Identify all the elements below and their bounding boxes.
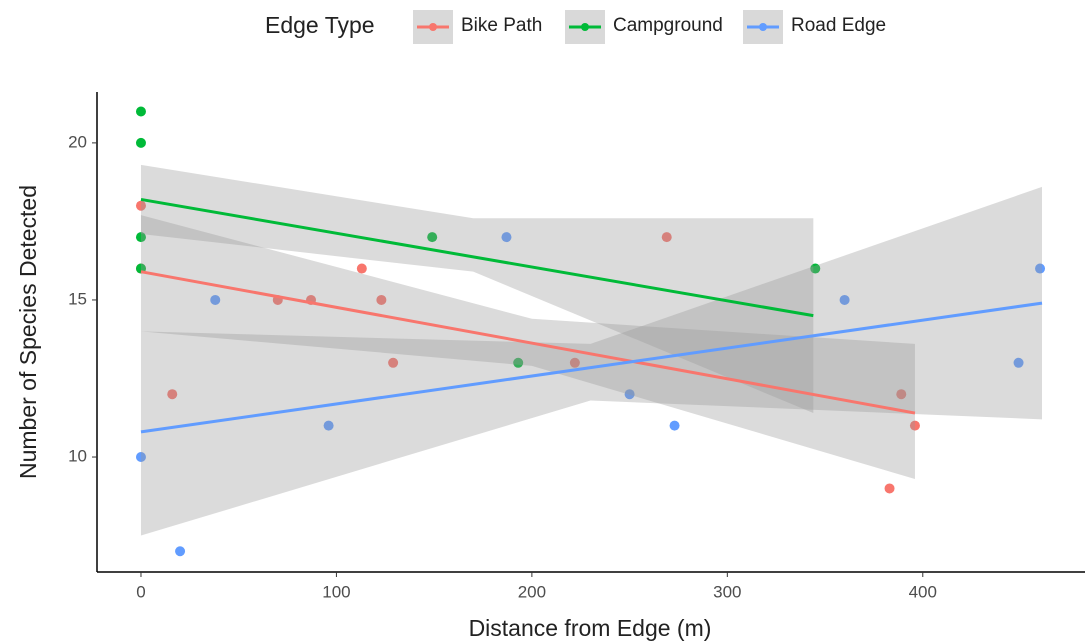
x-tick-label: 200 (518, 582, 546, 601)
y-tick-label: 20 (68, 132, 87, 151)
legend-label: Road Edge (791, 15, 886, 36)
legend-label: Bike Path (461, 15, 542, 36)
point (885, 483, 895, 493)
x-tick-label: 0 (136, 582, 145, 601)
point (357, 264, 367, 274)
x-tick-label: 400 (909, 582, 937, 601)
legend-dot (759, 23, 767, 31)
y-tick-label: 15 (68, 289, 87, 308)
point (136, 106, 146, 116)
legend-dot (581, 23, 589, 31)
legend-dot (429, 23, 437, 31)
x-axis-label: Distance from Edge (m) (469, 615, 712, 641)
x-tick-label: 300 (713, 582, 741, 601)
y-axis-label: Number of Species Detected (15, 185, 41, 479)
legend-title: Edge Type (265, 12, 375, 38)
x-tick-label: 100 (322, 582, 350, 601)
point (136, 138, 146, 148)
legend-label: Campground (613, 15, 723, 36)
y-tick-label: 10 (68, 447, 87, 466)
point (175, 546, 185, 556)
chart: Distance from Edge (m) Number of Species… (0, 0, 1085, 644)
point (670, 421, 680, 431)
